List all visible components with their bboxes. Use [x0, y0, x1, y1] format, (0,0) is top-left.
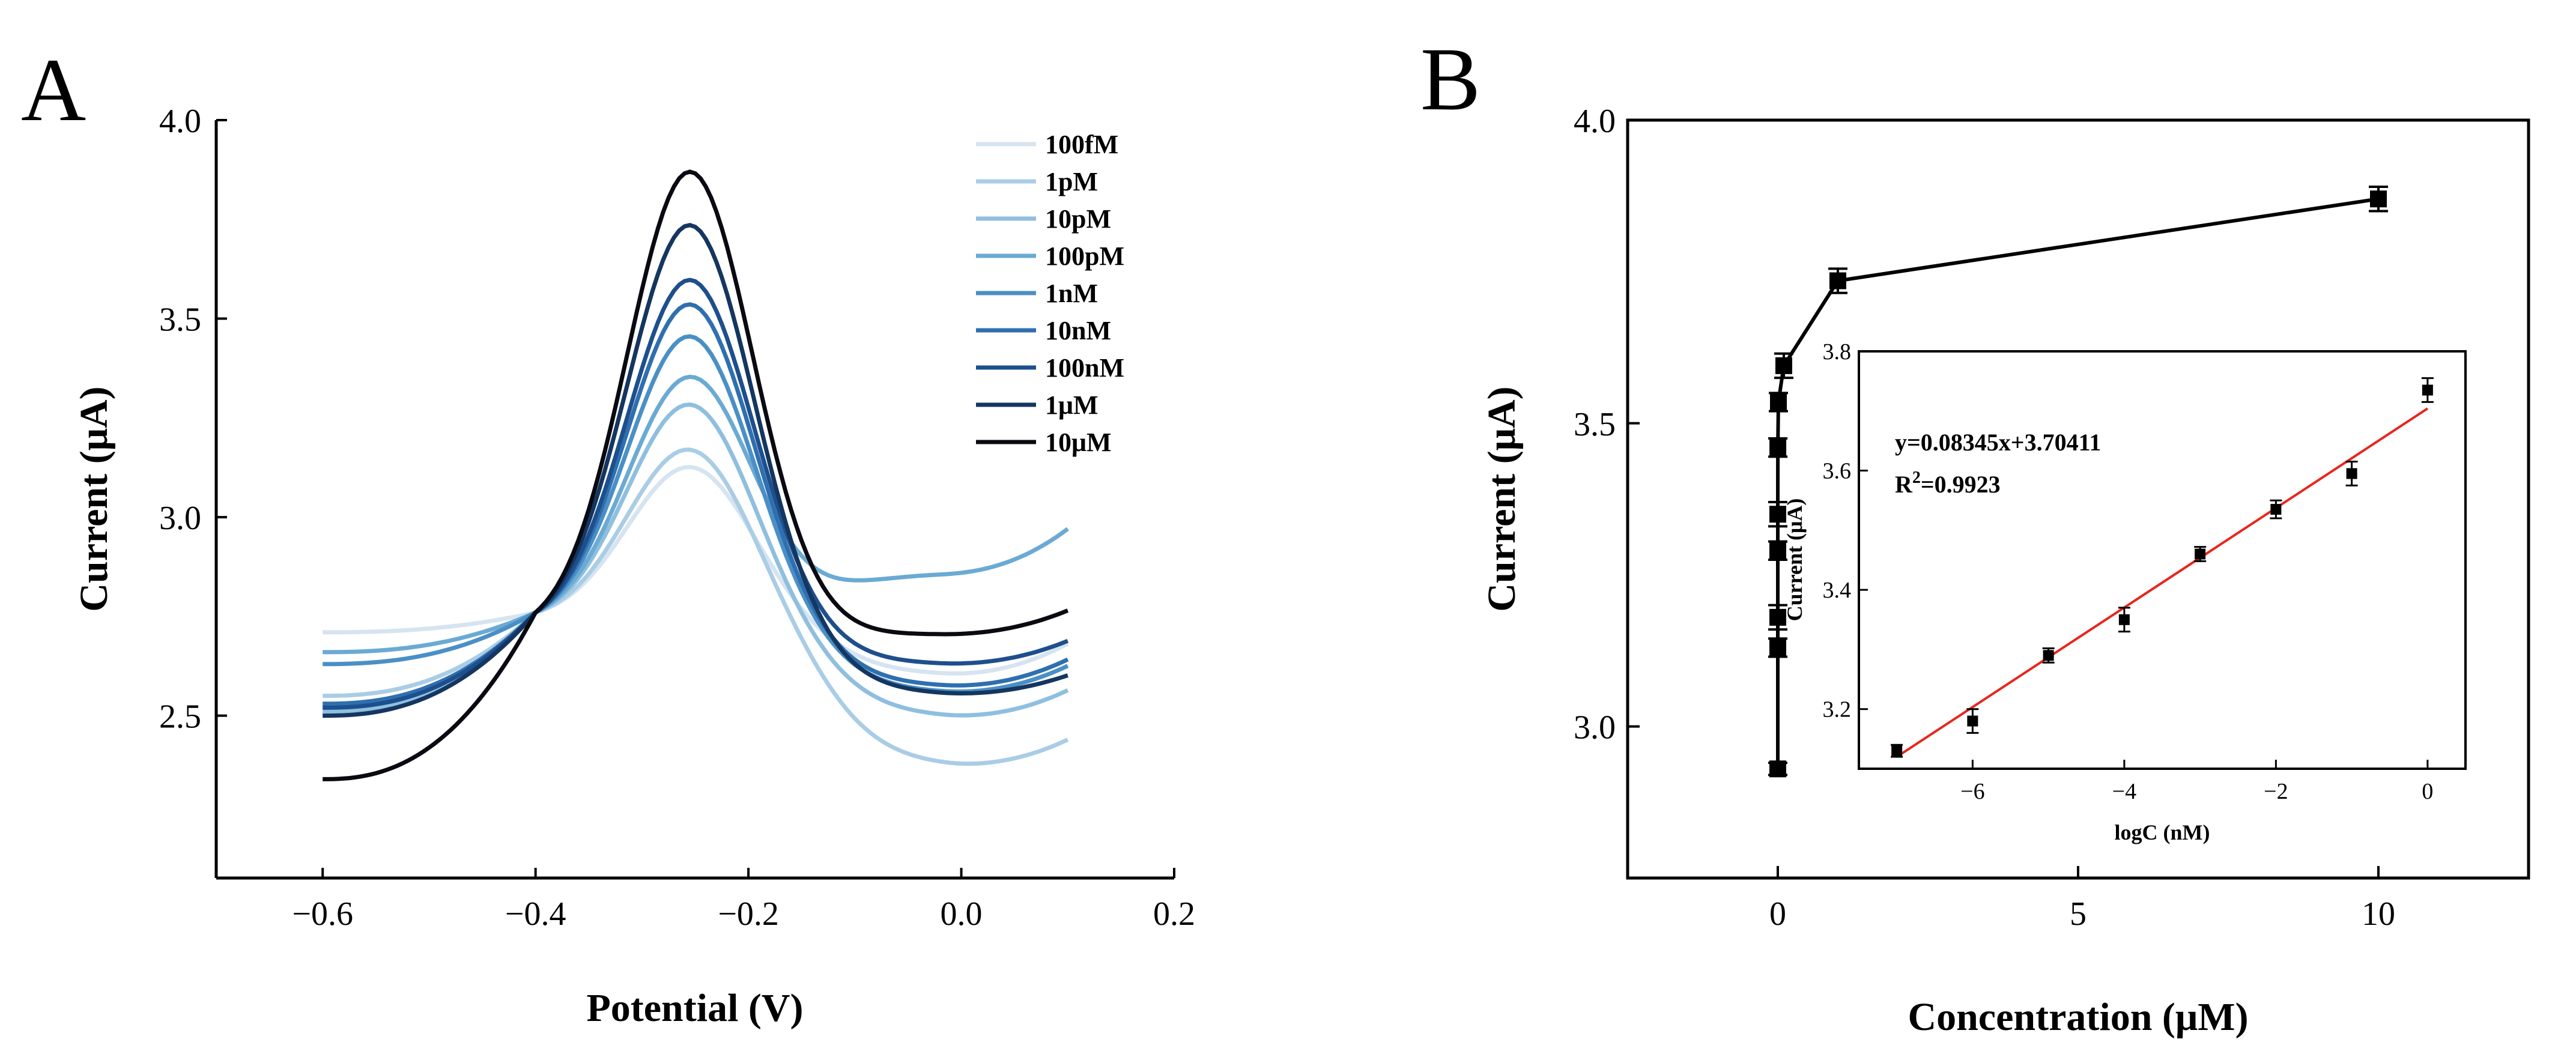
legend-label: 10pM [1045, 204, 1111, 234]
inset-point [1891, 745, 1903, 757]
inset-point [2422, 384, 2433, 396]
inset-point [2195, 548, 2206, 560]
panel-b-x-ticks: 0 5 10 [1769, 866, 2395, 933]
panel-b-y-label: Current (μA) [1480, 386, 1524, 611]
inset-r2: R2=0.9923 [1895, 468, 2001, 498]
panel-b-x-tick-label: 0 [1769, 895, 1786, 933]
panel-b-y-tick-label: 3.0 [1574, 709, 1616, 747]
panel-a-y-tick-label: 4.0 [159, 103, 201, 140]
legend-label: 10μM [1045, 428, 1111, 457]
inset-y-ticks: 3.2 3.4 3.6 3.8 [1823, 339, 1868, 722]
inset-y-label: Current (μA) [1783, 498, 1807, 622]
panel-b-point [1769, 639, 1786, 656]
legend-label: 1nM [1045, 279, 1098, 308]
panel-b-point [1769, 608, 1786, 626]
panel-b-series [1768, 186, 2388, 778]
legend-label: 1pM [1045, 167, 1098, 196]
legend-label: 100nM [1045, 353, 1124, 383]
panel-a-letter: A [21, 40, 86, 140]
panel-a-series-100fM [323, 465, 1069, 676]
inset-y-tick-label: 3.2 [1823, 697, 1852, 722]
panel-a-legend: 100fM 1pM 10pM 100pM 1nM 10nM 100nM 1μM 10μM [976, 130, 1124, 457]
inset-x-tick-label: −6 [1960, 779, 1984, 804]
inset-x-tick-label: −4 [2112, 779, 2136, 804]
panel-b-y-tick-label: 4.0 [1574, 103, 1616, 140]
panel-a-y-tick-label: 2.5 [159, 698, 201, 736]
inset-x-tick-label: −2 [2264, 779, 2288, 804]
panel-a-axes [214, 120, 1174, 880]
inset-x-ticks: −6 −4 −2 0 [1960, 760, 2433, 804]
legend-label: 1μM [1045, 390, 1098, 420]
inset-point [2118, 614, 2130, 625]
panel-a-series-1nM [323, 334, 1069, 694]
inset-y-tick-label: 3.8 [1823, 339, 1852, 365]
panel-a-x-tick-label: 0.0 [941, 895, 983, 933]
inset-equation: y=0.08345x+3.70411 [1895, 429, 2101, 456]
panel-a-series-1pM [323, 447, 1069, 766]
panel-b-point [1829, 272, 1846, 289]
inset-plot-box [1858, 350, 2467, 770]
panel-b-x-tick-label: 5 [2070, 895, 2087, 933]
panel-b-point [1769, 542, 1787, 559]
inset-y-tick-label: 3.4 [1823, 578, 1852, 603]
inset-point [2346, 468, 2357, 479]
legend-label: 10nM [1045, 316, 1111, 345]
panel-a-series-100nM [323, 277, 1069, 710]
inset-point [1967, 715, 1978, 727]
panel-b-point [1769, 760, 1786, 778]
panel-b-line [1776, 197, 2379, 769]
inset-point [2270, 504, 2282, 515]
panel-b-point [1770, 393, 1787, 411]
panel-a-y-label: Current (μA) [72, 386, 116, 611]
panel-a-series-10pM [323, 402, 1069, 718]
panel-b-point [2370, 190, 2387, 208]
inset-point [2043, 650, 2054, 661]
inset-x-tick-label: 0 [2422, 779, 2433, 804]
panel-b-y-ticks: 3.0 3.5 4.0 [1574, 103, 1640, 747]
panel-b-x-label: Concentration (μM) [1908, 995, 2248, 1039]
panel-a-x-tick-label: 0.2 [1153, 895, 1195, 933]
panel-a-series-1μM [323, 223, 1068, 718]
panel-b-point [1769, 506, 1787, 523]
panel-b-point [1769, 439, 1787, 456]
panel-a-x-tick-label: −0.4 [505, 895, 566, 933]
panel-b-x-tick-label: 10 [2362, 895, 2395, 933]
legend-label: 100fM [1045, 130, 1118, 159]
panel-a-x-label: Potential (V) [586, 986, 803, 1030]
panel-b-letter: B [1420, 29, 1480, 129]
panel-a-series-10μM [323, 169, 1069, 781]
panel-b-point [1775, 357, 1792, 374]
inset-fit-line [1896, 407, 2428, 758]
panel-b-y-tick-label: 3.5 [1574, 406, 1616, 443]
panel-a-y-tick-label: 3.0 [159, 500, 201, 537]
panel-a-x-ticks: −0.6 −0.4 −0.2 0.0 0.2 [292, 868, 1195, 933]
panel-a-x-tick-label: −0.2 [718, 895, 779, 933]
legend-label: 100pM [1045, 241, 1124, 271]
panel-a-series-10nM [323, 302, 1069, 706]
inset-series [1891, 377, 2434, 758]
panel-a-curves [323, 169, 1069, 781]
inset-x-label: logC (nM) [2115, 820, 2210, 844]
inset-y-tick-label: 3.6 [1823, 459, 1852, 484]
panel-a-y-tick-label: 3.5 [159, 301, 201, 339]
panel-a-y-ticks: 2.5 3.0 3.5 4.0 [159, 103, 227, 736]
panel-a-x-tick-label: −0.6 [292, 895, 353, 933]
panel-a-series-100pM [323, 374, 1069, 655]
